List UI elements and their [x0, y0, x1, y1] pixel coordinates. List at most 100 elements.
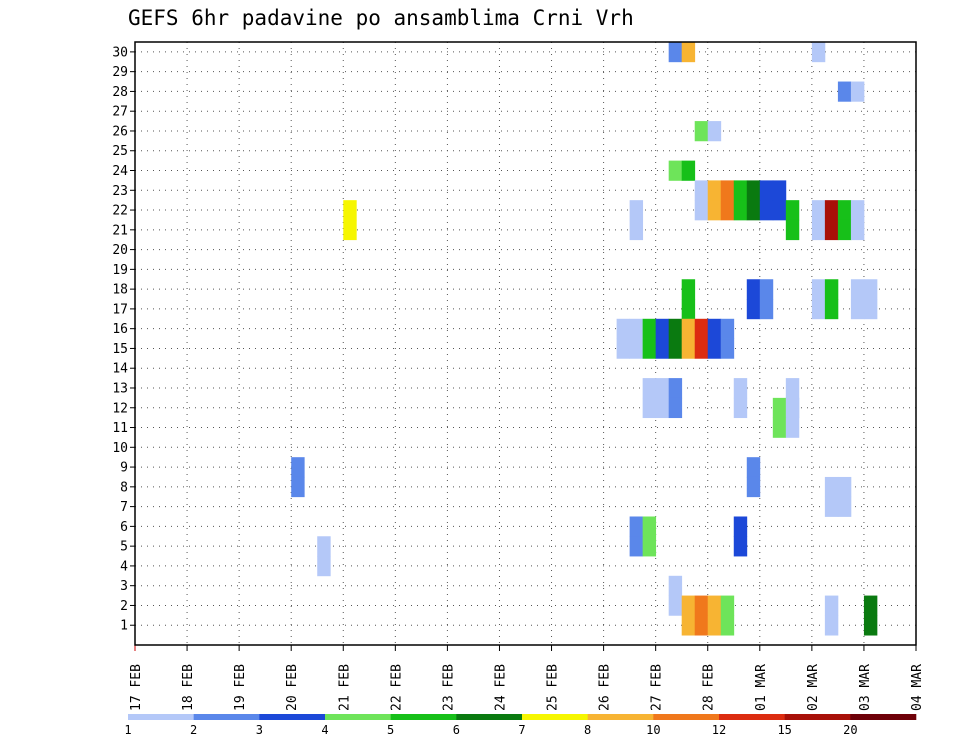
colorbar-label: 20 — [843, 723, 857, 737]
precip-cell — [746, 200, 761, 221]
precip-cell — [746, 457, 761, 478]
precip-cell — [707, 180, 722, 201]
y-tick-label: 7 — [120, 500, 128, 515]
precip-cell — [707, 318, 722, 339]
precip-cell — [629, 200, 644, 221]
precip-cell — [837, 496, 852, 517]
precip-cell — [837, 200, 852, 221]
precip-cell — [863, 299, 878, 320]
colorbar-swatch — [259, 714, 326, 720]
precip-cell — [811, 200, 826, 221]
precip-cell — [733, 536, 748, 557]
precip-cell — [629, 318, 644, 339]
y-tick-label: 5 — [120, 540, 128, 555]
y-tick-label: 25 — [112, 144, 128, 159]
precip-cell — [642, 516, 657, 537]
precip-cell — [746, 476, 761, 498]
precip-cell — [720, 595, 735, 616]
x-tick-label: 26 FEB — [598, 664, 613, 711]
x-tick-label: 17 FEB — [129, 664, 144, 711]
precip-cell — [863, 279, 878, 300]
colorbar-swatch — [325, 714, 391, 720]
precip-cell — [343, 219, 357, 241]
precip-cell — [707, 595, 722, 616]
precip-cell — [759, 279, 774, 300]
colorbar-label: 10 — [646, 723, 660, 737]
colorbar-label: 15 — [777, 723, 791, 737]
precip-cell — [811, 279, 826, 300]
x-tick-label: 25 FEB — [546, 664, 561, 711]
y-tick-label: 18 — [112, 283, 128, 298]
x-axis: 17 FEB 18 FEB 19 FEB 20 FEB 21 FEB 22 FEB 23 F… — [129, 645, 925, 711]
colorbar-swatch — [850, 714, 917, 720]
plot-frame — [134, 41, 917, 646]
grid — [135, 42, 916, 645]
colorbar-swatch — [587, 714, 654, 720]
precip-cell — [642, 397, 657, 419]
x-tick-label: 04 MAR — [910, 664, 925, 711]
colorbar-swatch — [719, 714, 785, 720]
precip-cell — [824, 496, 839, 517]
colorbar-swatch — [128, 714, 194, 720]
precip-cell — [720, 615, 735, 636]
y-tick-label: 22 — [112, 204, 128, 219]
y-tick-label: 30 — [112, 45, 128, 60]
precip-cell — [681, 279, 696, 300]
y-tick-label: 15 — [112, 342, 128, 357]
y-tick-label: 3 — [120, 579, 128, 594]
x-tick-label: 21 FEB — [337, 664, 352, 711]
precip-cell — [785, 417, 800, 438]
precip-cell — [772, 397, 787, 419]
precip-cell — [772, 417, 787, 438]
precip-cell — [720, 200, 735, 221]
precip-cell — [655, 378, 670, 399]
colorbar-label: 2 — [190, 723, 197, 737]
precip-cell — [694, 180, 709, 201]
precip-cell — [694, 121, 709, 142]
y-tick-label: 1 — [120, 619, 128, 634]
precip-cell — [681, 42, 696, 63]
precip-cell — [746, 279, 761, 300]
precip-cell — [824, 219, 839, 241]
x-tick-label: 22 FEB — [389, 664, 404, 711]
x-tick-label: 03 MAR — [858, 664, 873, 711]
precip-cell — [291, 476, 305, 498]
precip-cell — [317, 536, 331, 557]
colorbar: 1 2 3 4 5 6 7 8 10 12 15 20 — [124, 714, 917, 737]
precip-cell — [733, 200, 748, 221]
x-tick-label: 20 FEB — [285, 664, 300, 711]
precip-cell — [707, 121, 722, 142]
precip-cell — [811, 219, 826, 241]
y-tick-label: 11 — [112, 421, 128, 436]
y-tick-label: 6 — [120, 520, 128, 535]
precip-cell — [681, 160, 696, 181]
precip-cell — [668, 318, 683, 339]
precip-cell — [733, 397, 748, 419]
precip-cell — [629, 219, 644, 241]
y-tick-label: 2 — [120, 599, 128, 614]
precip-cell — [824, 476, 839, 498]
precip-cell — [655, 338, 670, 359]
precip-cell — [850, 299, 865, 320]
y-tick-label: 27 — [112, 105, 128, 120]
precip-cell — [850, 219, 865, 241]
precip-cell — [850, 200, 865, 221]
colorbar-swatch — [390, 714, 457, 720]
precip-cell — [863, 595, 878, 616]
precip-cell — [655, 397, 670, 419]
precip-cell — [720, 318, 735, 339]
precip-cell — [681, 615, 696, 636]
colorbar-label: 12 — [712, 723, 726, 737]
colorbar-label: 7 — [518, 723, 525, 737]
y-tick-label: 13 — [112, 381, 128, 396]
precip-cell — [642, 338, 657, 359]
chart-title: GEFS 6hr padavine po ansamblima Crni Vrh — [128, 6, 634, 30]
precip-cell — [746, 299, 761, 320]
precip-cell — [785, 200, 800, 221]
precip-cell — [707, 615, 722, 636]
y-tick-label: 9 — [120, 461, 128, 476]
precip-cell — [655, 318, 670, 339]
precip-cell — [811, 299, 826, 320]
precip-cell — [863, 615, 878, 636]
